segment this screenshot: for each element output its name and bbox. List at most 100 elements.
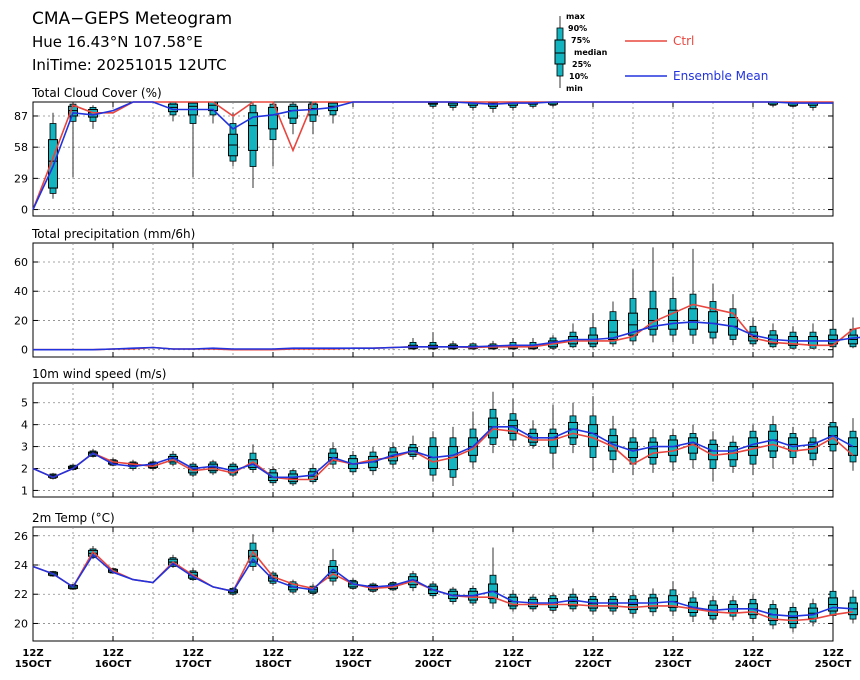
- ensemble-mean-line: [33, 321, 860, 351]
- box-25-75: [648, 308, 658, 330]
- ensemble-box: [708, 431, 718, 482]
- ensemble-box: [768, 415, 778, 469]
- panel-0: 0 29 58 87: [14, 101, 834, 217]
- ensemble-mean-line: [32, 101, 833, 210]
- init-time-label: IniTime: 20251015 12UTC: [32, 56, 227, 74]
- y-tick-label: 22: [14, 588, 28, 601]
- ensemble-box: [308, 464, 318, 484]
- panel-title-precip: Total precipitation (mm/6h): [31, 227, 195, 241]
- x-tick-date: 19OCT: [335, 659, 372, 670]
- x-tick-date: 20OCT: [415, 659, 452, 670]
- x-tick-hour: 12Z: [822, 648, 843, 659]
- panel-title-temp: 2m Temp (°C): [32, 511, 115, 525]
- box-25-75: [688, 308, 698, 330]
- x-tick-date: 22OCT: [575, 659, 612, 670]
- x-tick-hour: 12Z: [22, 648, 43, 659]
- ensemble-box: [168, 101, 178, 122]
- box-25-75: [248, 112, 258, 151]
- ensemble-box: [408, 435, 418, 460]
- ensemble-box: [668, 429, 678, 471]
- legend: max 90% 75% median 25% 10% min Ctrl Ensemble M…: [554, 12, 768, 93]
- ensemble-box: [328, 101, 338, 124]
- panel-2: 1 2 3 4 5: [21, 382, 858, 498]
- x-tick-hour: 12Z: [102, 648, 123, 659]
- x-tick-hour: 12Z: [182, 648, 203, 659]
- box-25-75: [268, 106, 278, 130]
- box-25-75: [668, 309, 678, 330]
- ensemble-box: [608, 301, 618, 347]
- mean-legend-label: Ensemble Mean: [673, 69, 768, 83]
- legend-box-label: 90%: [568, 24, 587, 33]
- ensemble-mean-line: [32, 425, 854, 479]
- y-tick-label: 20: [14, 314, 28, 327]
- ensemble-box: [688, 248, 698, 344]
- y-tick-label: 0: [21, 344, 28, 357]
- y-tick-label: 0: [21, 204, 28, 217]
- y-tick-label: 4: [21, 419, 28, 432]
- legend-box-label: 10%: [569, 72, 588, 81]
- ensemble-box: [588, 313, 598, 349]
- y-tick-label: 20: [14, 617, 28, 630]
- ensemble-box: [748, 317, 758, 347]
- ensemble-box: [668, 581, 678, 617]
- ensemble-box: [848, 317, 858, 349]
- y-tick-label: 5: [21, 397, 28, 410]
- x-tick-hour: 12Z: [262, 648, 283, 659]
- y-tick-label: 24: [14, 559, 28, 572]
- box-25-75: [708, 443, 718, 461]
- box-25-75: [708, 311, 718, 333]
- x-tick-hour: 12Z: [422, 648, 443, 659]
- ensemble-box: [488, 391, 498, 454]
- legend-box-label: 25%: [572, 60, 591, 69]
- x-tick-hour: 12Z: [662, 648, 683, 659]
- ensemble-box: [448, 101, 458, 111]
- ensemble-box: [308, 101, 318, 135]
- y-tick-label: 3: [21, 441, 28, 454]
- ensemble-box: [568, 402, 578, 454]
- ensemble-box: [248, 102, 258, 189]
- ensemble-box: [68, 464, 78, 471]
- ensemble-box: [528, 338, 538, 350]
- ensemble-box: [328, 548, 338, 586]
- panel-title-cloud: Total Cloud Cover (%): [31, 86, 162, 100]
- location-label: Hue 16.43°N 107.58°E: [32, 33, 203, 51]
- box-25-75: [608, 319, 618, 340]
- legend-box-label: median: [574, 48, 608, 57]
- box-25-75: [48, 139, 58, 189]
- ensemble-box: [88, 105, 98, 129]
- ensemble-box: [448, 340, 458, 350]
- ensemble-box: [288, 102, 298, 135]
- y-tick-label: 87: [14, 110, 28, 123]
- ensemble-box: [468, 411, 478, 469]
- x-tick-date: 21OCT: [495, 659, 532, 670]
- x-tick-hour: 12Z: [582, 648, 603, 659]
- ensemble-box: [428, 101, 438, 109]
- box-25-75: [808, 441, 818, 454]
- y-tick-label: 60: [14, 256, 28, 269]
- x-tick-date: 18OCT: [255, 659, 292, 670]
- panel-title-wind: 10m wind speed (m/s): [32, 367, 166, 381]
- x-tick-hour: 12Z: [742, 648, 763, 659]
- x-axis: 12Z15OCT12Z16OCT12Z17OCT12Z18OCT12Z19OCT…: [15, 648, 852, 670]
- y-tick-label: 29: [14, 172, 28, 185]
- x-tick-date: 15OCT: [15, 659, 52, 670]
- y-tick-label: 58: [14, 141, 28, 154]
- ensemble-box: [488, 547, 498, 609]
- legend-box-label: min: [566, 84, 583, 93]
- ensemble-box: [568, 323, 578, 349]
- x-tick-date: 17OCT: [175, 659, 212, 670]
- box-25-75: [488, 417, 498, 439]
- y-tick-label: 40: [14, 285, 28, 298]
- ensemble-box: [328, 442, 338, 469]
- y-tick-label: 1: [21, 484, 28, 497]
- ensemble-box: [828, 578, 838, 621]
- y-tick-label: 2: [21, 463, 28, 476]
- ensemble-box: [508, 338, 518, 350]
- legend-box-25-75: [554, 39, 566, 65]
- legend-box-label: max: [566, 12, 586, 21]
- x-tick-date: 25OCT: [815, 659, 852, 670]
- ensemble-box: [848, 589, 858, 624]
- ensemble-box: [788, 326, 798, 349]
- ensemble-box: [668, 276, 678, 343]
- ensemble-box: [828, 320, 838, 349]
